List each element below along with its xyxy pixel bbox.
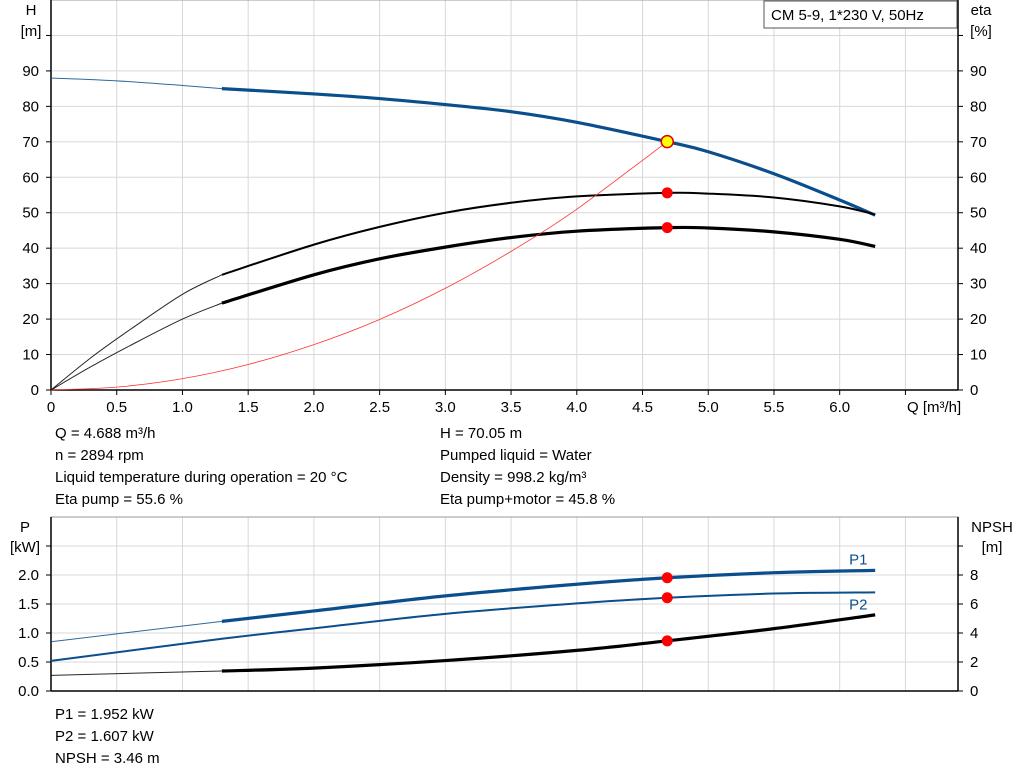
series-line-1 (221, 191, 876, 276)
y-label-right-unit: [m] (982, 539, 1003, 556)
info-eta-total: Eta pump+motor = 45.8 % (440, 491, 616, 508)
duty-point (660, 134, 674, 149)
y-tick-label-right: 30 (970, 276, 987, 293)
series-label-P2: P2 (849, 596, 867, 613)
series-line-b1 (50, 591, 876, 662)
x-tick-label: 0.5 (106, 399, 127, 416)
series-line-0 (221, 87, 876, 217)
y-tick-label-left: 60 (22, 169, 39, 186)
x-tick-label: 5.5 (764, 399, 785, 416)
y-tick-label-left: 70 (22, 134, 39, 151)
info-top-left: Q = 4.688 m³/h n = 2894 rpm Liquid tempe… (55, 423, 347, 511)
y-tick-label-left: 80 (22, 98, 39, 115)
series-thin-1 (50, 274, 223, 391)
info-h: H = 70.05 m (440, 425, 523, 442)
info-density: Density = 998.2 kg/m³ (440, 469, 587, 486)
series-line-2 (221, 225, 876, 305)
y-tick-label-left: 10 (22, 347, 39, 364)
duty-point (661, 592, 673, 604)
y-tick-label-left: 0.0 (18, 683, 39, 700)
x-tick-label: 5.0 (698, 399, 719, 416)
info-liquid: Pumped liquid = Water (440, 447, 592, 464)
info-npsh: NPSH = 3.46 m (55, 750, 160, 767)
y-tick-label-right: 8 (970, 567, 978, 584)
y-tick-label-left: 90 (22, 63, 39, 80)
legend-box (763, 0, 958, 29)
y-label-left-unit: [kW] (10, 539, 40, 556)
y-label-right-unit: [%] (970, 23, 992, 40)
duty-point (661, 572, 673, 584)
legend-text: CM 5-9, 1*230 V, 50Hz (771, 7, 924, 24)
x-tick-label: 3.5 (501, 399, 522, 416)
y-label-left: H (26, 2, 37, 19)
y-tick-label-right: 4 (970, 625, 978, 642)
y-tick-label-right: 0 (970, 683, 978, 700)
y-tick-label-right: 6 (970, 596, 978, 613)
series-line-3 (50, 141, 668, 391)
series-label-P1: P1 (849, 551, 867, 568)
y-tick-label-right: 60 (970, 169, 987, 186)
y-tick-label-right: 40 (970, 240, 987, 257)
series-thin-b2 (50, 670, 222, 676)
y-tick-label-right: 70 (970, 134, 987, 151)
info-top-right: H = 70.05 m Pumped liquid = Water Densit… (440, 423, 615, 511)
y-tick-label-right: 20 (970, 311, 987, 328)
y-tick-label-left: 50 (22, 205, 39, 222)
y-label-left-unit: [m] (21, 23, 42, 40)
series-line-b0 (221, 568, 876, 623)
duty-point (661, 222, 673, 234)
info-p2: P2 = 1.607 kW (55, 728, 154, 745)
info-eta-pump: Eta pump = 55.6 % (55, 491, 183, 508)
y-tick-label-left: 30 (22, 276, 39, 293)
y-tick-label-right: 2 (970, 654, 978, 671)
x-tick-label: 6.0 (829, 399, 850, 416)
series-thin-0 (50, 77, 222, 90)
x-axis-label: Q [m³/h] (907, 399, 961, 416)
x-tick-label: 0 (47, 399, 55, 416)
duty-point (661, 635, 673, 647)
series-line-b2 (221, 613, 876, 673)
info-q: Q = 4.688 m³/h (55, 425, 156, 442)
y-tick-label-left: 20 (22, 311, 39, 328)
y-tick-label-left: 1.5 (18, 596, 39, 613)
y-tick-label-right: 50 (970, 205, 987, 222)
y-label-right: eta (971, 2, 993, 19)
y-tick-label-right: 10 (970, 347, 987, 364)
x-tick-label: 1.5 (238, 399, 259, 416)
y-tick-label-right: 90 (970, 63, 987, 80)
info-bottom: P1 = 1.952 kW P2 = 1.607 kW NPSH = 3.46 … (55, 704, 160, 770)
x-tick-label: 2.0 (303, 399, 324, 416)
plot-frame (50, 0, 959, 391)
series-thin-b0 (50, 620, 222, 643)
x-tick-label: 1.0 (172, 399, 193, 416)
y-label-left: P (20, 519, 30, 536)
y-tick-label-left: 2.0 (18, 567, 39, 584)
y-tick-label-right: 0 (970, 382, 978, 399)
y-tick-label-left: 1.0 (18, 625, 39, 642)
info-temp: Liquid temperature during operation = 20… (55, 469, 348, 486)
x-tick-label: 4.5 (632, 399, 653, 416)
y-tick-label-left: 40 (22, 240, 39, 257)
info-n: n = 2894 rpm (55, 447, 144, 464)
x-tick-label: 2.5 (369, 399, 390, 416)
x-tick-label: 4.0 (566, 399, 587, 416)
duty-point (661, 187, 673, 199)
y-label-right: NPSH (971, 519, 1013, 536)
y-tick-label-left: 0.5 (18, 654, 39, 671)
y-tick-label-right: 80 (970, 98, 987, 115)
y-tick-label-left: 0 (31, 382, 39, 399)
info-p1: P1 = 1.952 kW (55, 706, 154, 723)
series-thin-2 (50, 302, 223, 391)
x-tick-label: 3.0 (435, 399, 456, 416)
